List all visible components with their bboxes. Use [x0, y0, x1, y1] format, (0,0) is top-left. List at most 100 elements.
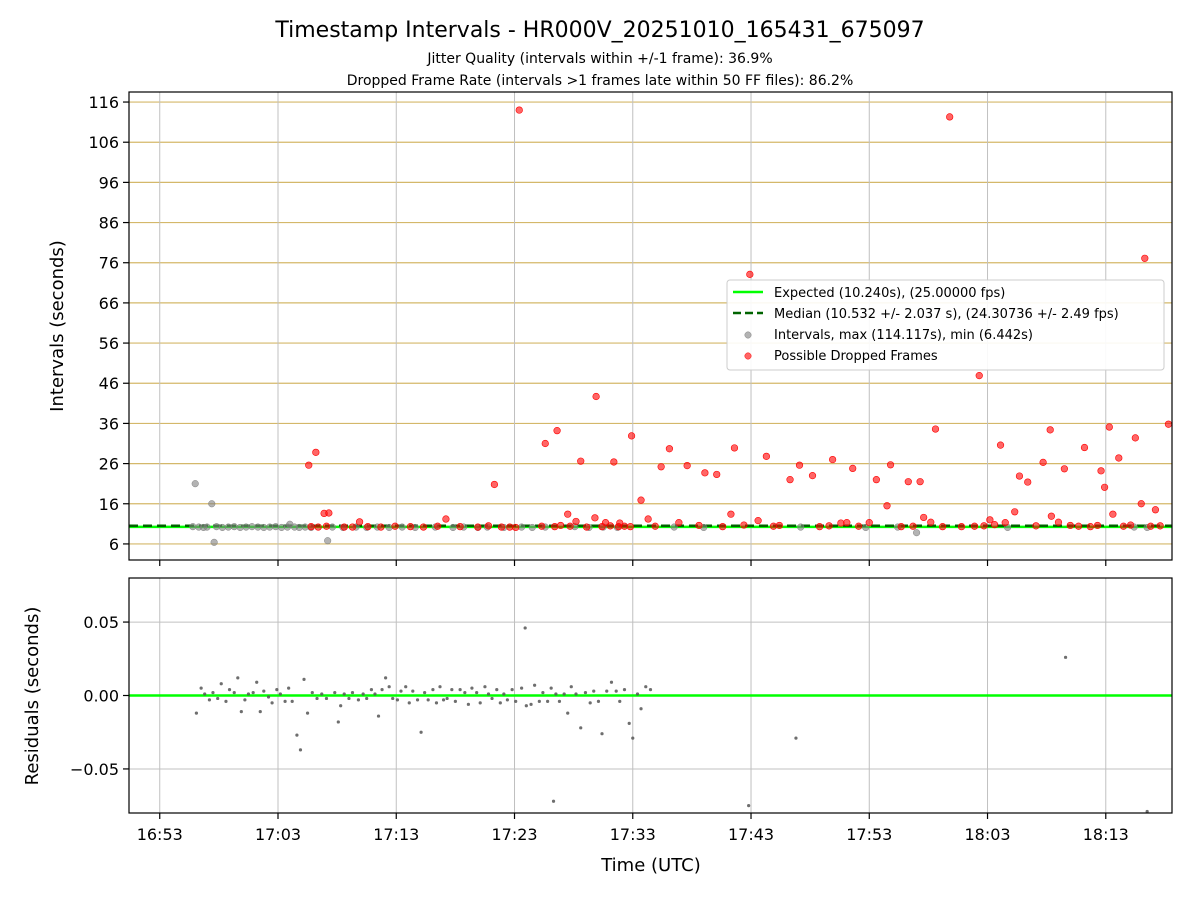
intervals-y-tick-label: 86	[99, 214, 119, 233]
dropped-frame-point	[591, 514, 599, 522]
dropped-frame-point	[1147, 522, 1155, 530]
dropped-frame-point	[657, 463, 665, 471]
residual-point	[520, 686, 524, 690]
residuals-y-tick-label: 0.05	[83, 613, 119, 632]
dropped-frame-point	[572, 517, 580, 526]
residual-point	[415, 698, 420, 702]
residual-point	[365, 696, 369, 701]
intervals-y-tick-label: 26	[99, 455, 119, 474]
residual-point	[361, 692, 365, 696]
residuals-plot: 0.050.00−0.05 16:53 17:03 17:13 17:23 17:33 1…	[22, 577, 1173, 876]
dropped-frame-point	[484, 522, 493, 530]
residual-point	[315, 696, 319, 701]
residuals-y-tick-label: 0.00	[83, 687, 119, 706]
dropped-frame-point	[340, 523, 348, 531]
dropped-frame-point	[355, 518, 364, 526]
residual-point	[635, 692, 640, 696]
residual-point	[287, 686, 291, 690]
residual-point	[419, 730, 423, 734]
residual-point	[502, 692, 506, 696]
dropped-frame-point	[1097, 467, 1105, 475]
interval-point	[218, 523, 226, 532]
residual-point	[404, 685, 408, 689]
dropped-frame-point	[601, 519, 610, 527]
residual-point	[514, 699, 518, 703]
dropped-frame-point	[1066, 521, 1074, 530]
residual-point	[549, 686, 553, 690]
dropped-frame-point	[1137, 500, 1145, 508]
intervals-y-tick-label: 116	[88, 93, 119, 112]
residual-point	[537, 699, 541, 703]
dropped-frame-point	[786, 476, 794, 484]
dropped-frame-point	[506, 523, 514, 531]
dropped-frame-point	[551, 523, 559, 531]
dropped-frame-point	[829, 455, 837, 464]
residual-point	[588, 701, 592, 705]
dropped-frame-point	[675, 519, 683, 527]
chart-subtitle-jitter: Jitter Quality (intervals within +/-1 fr…	[426, 51, 772, 67]
x-tick-label: 17:33	[610, 825, 656, 844]
interval-point	[518, 523, 526, 531]
dropped-frame-point	[314, 523, 322, 531]
residual-point	[450, 688, 454, 692]
residual-point	[384, 676, 388, 680]
residual-point	[562, 692, 566, 696]
residual-point	[557, 699, 562, 703]
dropped-frame-point	[1105, 423, 1113, 431]
residual-point	[579, 726, 583, 730]
dropped-frame-point	[825, 522, 833, 530]
residual-point	[524, 704, 528, 708]
residual-point	[246, 692, 251, 696]
dropped-frame-point	[1127, 521, 1135, 529]
residual-point	[466, 702, 470, 706]
residuals-x-ticks: 16:53 17:03 17:13 17:23 17:33 17:43 17:53 18:03…	[137, 813, 1129, 844]
dropped-frame-point	[904, 478, 912, 486]
dropped-frame-point	[307, 523, 315, 531]
residual-point	[387, 685, 391, 689]
intervals-y-tick-label: 36	[99, 414, 119, 433]
residuals-y-ticks: 0.05 0.00 −0.05	[70, 613, 129, 779]
dropped-frame-point	[1156, 522, 1164, 530]
dropped-frame-point	[1046, 426, 1054, 434]
dropped-frame-point	[627, 432, 636, 440]
residual-point	[320, 692, 324, 696]
residual-point	[278, 692, 282, 696]
residual-point	[310, 690, 314, 695]
interval-point	[208, 500, 216, 508]
x-tick-label: 17:23	[491, 825, 537, 844]
legend-intervals-swatch	[744, 331, 752, 339]
dropped-frame-point	[1039, 458, 1047, 466]
dropped-frame-point	[610, 458, 618, 466]
residual-point	[243, 698, 247, 702]
residual-point	[227, 688, 232, 692]
dropped-frame-point	[849, 464, 857, 473]
interval-point	[398, 523, 406, 531]
residual-point	[639, 707, 643, 711]
residual-point	[339, 704, 343, 708]
dropped-frame-point	[305, 461, 313, 469]
dropped-frame-point	[970, 522, 979, 530]
residual-point	[324, 696, 329, 701]
interval-point	[248, 523, 256, 531]
dropped-frame-point	[564, 510, 572, 518]
residual-point	[529, 702, 533, 706]
dropped-frame-point	[616, 519, 624, 527]
x-tick-label: 17:43	[728, 825, 774, 844]
dropped-frame-point	[512, 523, 520, 532]
residual-point	[395, 698, 400, 702]
dropped-frame-point	[701, 469, 709, 477]
dropped-frame-point	[754, 517, 762, 525]
intervals-y-tick-label: 6	[109, 535, 119, 554]
x-tick-label: 18:03	[964, 825, 1010, 844]
dropped-frame-point	[557, 521, 565, 530]
interval-point	[385, 523, 393, 532]
dropped-frame-point	[322, 522, 331, 530]
dropped-frame-point	[762, 452, 770, 460]
dropped-frame-point	[746, 270, 754, 278]
intervals-y-tick-label: 76	[99, 254, 119, 273]
dropped-frames-series	[305, 106, 1173, 532]
dropped-frame-point	[577, 457, 585, 465]
residual-point	[438, 685, 442, 689]
legend-dropped-label: Possible Dropped Frames	[774, 349, 938, 364]
